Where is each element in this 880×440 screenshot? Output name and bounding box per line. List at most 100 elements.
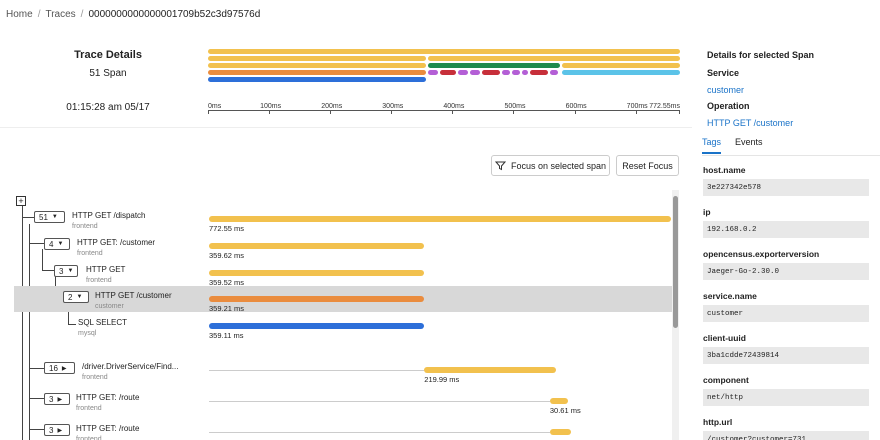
caret-right-icon: ▶ bbox=[57, 427, 63, 434]
expand-all-icon[interactable]: + bbox=[16, 196, 26, 206]
axis-tick bbox=[330, 110, 332, 114]
span-bar[interactable] bbox=[209, 323, 424, 329]
tree-connector bbox=[42, 249, 43, 270]
details-tabs: Tags Events bbox=[702, 137, 763, 154]
collapse-toggle[interactable]: 16 ▶ bbox=[44, 362, 75, 374]
tag-value: customer bbox=[703, 305, 869, 322]
child-count: 2 bbox=[68, 292, 73, 302]
span-count: 51 Span bbox=[89, 68, 127, 79]
tab-events[interactable]: Events bbox=[735, 137, 763, 147]
span-operation[interactable]: HTTP GET: /route bbox=[76, 424, 140, 433]
axis-tick bbox=[574, 110, 576, 114]
span-bar[interactable] bbox=[549, 398, 569, 404]
span-bar[interactable] bbox=[209, 270, 424, 276]
breadcrumb-separator: / bbox=[37, 9, 41, 20]
tag-value: 3e227342e578 bbox=[703, 179, 869, 196]
tree-connector bbox=[29, 398, 45, 399]
tree-connector bbox=[29, 429, 45, 430]
service-label: Service bbox=[707, 68, 740, 78]
span-duration: 359.21 ms bbox=[209, 304, 245, 313]
service-value[interactable]: customer bbox=[707, 85, 745, 95]
details-header: Details for selected Span bbox=[707, 50, 815, 60]
focus-selected-span-button[interactable]: Focus on selected span bbox=[491, 155, 610, 176]
minimap-axis bbox=[208, 110, 680, 111]
tree-connector bbox=[22, 217, 36, 218]
tag-key: ip bbox=[703, 207, 711, 217]
tag-value: net/http bbox=[703, 389, 869, 406]
minimap-bar-redis-2 bbox=[458, 70, 468, 75]
span-operation[interactable]: SQL SELECT bbox=[78, 318, 128, 327]
axis-tick-label: 400ms bbox=[443, 103, 465, 110]
operation-value[interactable]: HTTP GET /customer bbox=[707, 118, 794, 128]
minimap-bar-dispatch bbox=[208, 49, 680, 54]
axis-tick-label: 600ms bbox=[565, 103, 587, 110]
span-service: frontend bbox=[76, 436, 102, 440]
span-bar[interactable] bbox=[209, 216, 671, 222]
minimap-bar-driver-frontend bbox=[428, 56, 680, 61]
span-operation[interactable]: HTTP GET bbox=[86, 265, 126, 274]
trace-summary: Trace Details 51 Span 01:15:28 am 05/17 bbox=[0, 40, 216, 120]
collapse-toggle[interactable]: 3 ▶ bbox=[44, 424, 70, 436]
span-duration: 359.62 ms bbox=[209, 251, 245, 260]
child-count: 3 bbox=[49, 425, 54, 435]
trace-minimap[interactable]: 0ms 100ms 200ms 300ms 400ms 500ms 600ms 700ms 77… bbox=[208, 48, 680, 118]
trace-details-title: Trace Details bbox=[74, 49, 142, 61]
scrollbar-thumb[interactable] bbox=[673, 196, 678, 328]
tag-key: component bbox=[703, 375, 749, 385]
child-count: 4 bbox=[49, 239, 54, 249]
tab-tags[interactable]: Tags bbox=[702, 137, 722, 154]
span-offset-line bbox=[209, 401, 550, 402]
breadcrumb-separator: / bbox=[80, 9, 84, 20]
collapse-toggle[interactable]: 51 ▼ bbox=[34, 211, 65, 223]
caret-down-icon: ▼ bbox=[76, 294, 83, 300]
tag-key: client-uuid bbox=[703, 333, 746, 343]
span-operation[interactable]: HTTP GET /customer bbox=[95, 291, 172, 300]
span-operation[interactable]: /driver.DriverService/Find... bbox=[82, 362, 179, 371]
collapse-toggle[interactable]: 3 ▶ bbox=[44, 393, 70, 405]
collapse-toggle[interactable]: 2 ▼ bbox=[63, 291, 89, 303]
span-service: frontend bbox=[77, 250, 103, 257]
tag-value: 3ba1cdde72439814 bbox=[703, 347, 869, 364]
minimap-bar-http-get bbox=[208, 63, 426, 68]
collapse-toggle[interactable]: 3 ▼ bbox=[54, 265, 78, 277]
axis-tick-label: 700ms bbox=[626, 103, 648, 110]
reset-focus-button[interactable]: Reset Focus bbox=[616, 155, 679, 176]
breadcrumb-traces[interactable]: Traces bbox=[45, 9, 76, 20]
tree-connector bbox=[29, 224, 30, 440]
tree-connector bbox=[29, 368, 45, 369]
span-bar[interactable] bbox=[549, 429, 572, 435]
span-details-panel: Details for selected Span Service custom… bbox=[692, 0, 880, 440]
minimap-bar-redis-6 bbox=[522, 70, 528, 75]
tree-connector bbox=[68, 302, 69, 324]
tag-key: service.name bbox=[703, 291, 757, 301]
breadcrumb-home[interactable]: Home bbox=[6, 9, 33, 20]
axis-tick-label: 300ms bbox=[382, 103, 404, 110]
filter-icon bbox=[494, 160, 506, 171]
minimap-bar-redis-error-3 bbox=[530, 70, 548, 75]
span-bar[interactable] bbox=[209, 243, 425, 249]
minimap-bar-customer bbox=[208, 70, 426, 75]
axis-tick bbox=[452, 110, 454, 114]
span-operation[interactable]: HTTP GET: /route bbox=[76, 393, 140, 402]
minimap-bar-driver bbox=[428, 63, 560, 68]
axis-tick-label: 200ms bbox=[321, 103, 343, 110]
span-operation[interactable]: HTTP GET: /customer bbox=[77, 238, 156, 247]
minimap-bar-redis-error-1 bbox=[440, 70, 456, 75]
trace-timestamp: 01:15:28 am 05/17 bbox=[66, 102, 150, 113]
span-duration: 219.99 ms bbox=[424, 375, 460, 384]
span-service: frontend bbox=[86, 277, 112, 284]
minimap-bar-redis-3 bbox=[470, 70, 480, 75]
span-bar[interactable] bbox=[424, 367, 556, 373]
operation-label: Operation bbox=[707, 101, 750, 111]
span-offset-line bbox=[209, 432, 550, 433]
span-service: frontend bbox=[76, 405, 102, 412]
collapse-toggle[interactable]: 4 ▼ bbox=[44, 238, 70, 250]
minimap-bar-redis-error-2 bbox=[482, 70, 500, 75]
span-bar[interactable] bbox=[209, 296, 424, 302]
axis-tick bbox=[513, 110, 515, 114]
axis-tick-label: 0ms bbox=[208, 103, 222, 110]
minimap-bar-redis-4 bbox=[502, 70, 510, 75]
tag-value: 192.168.0.2 bbox=[703, 221, 869, 238]
span-operation[interactable]: HTTP GET /dispatch bbox=[72, 211, 146, 220]
minimap-bar-redis-7 bbox=[550, 70, 558, 75]
